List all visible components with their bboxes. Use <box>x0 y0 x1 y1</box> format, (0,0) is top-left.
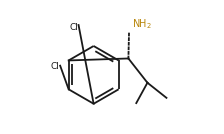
Text: Cl: Cl <box>69 23 78 32</box>
Text: Cl: Cl <box>51 62 60 72</box>
Text: NH$_2$: NH$_2$ <box>132 17 152 31</box>
